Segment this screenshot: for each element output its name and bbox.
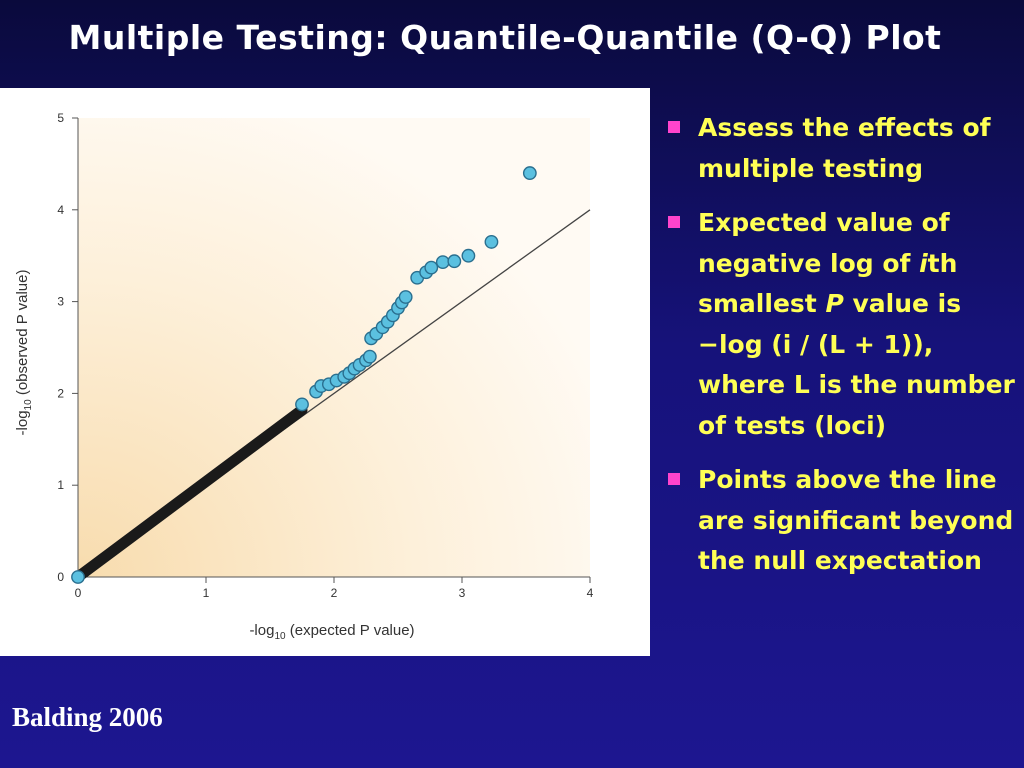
y-tick-label: 0	[57, 570, 64, 584]
y-tick-label: 3	[57, 295, 64, 309]
dense-points-band	[72, 404, 308, 583]
x-axis-label: -log10 (expected P value)	[249, 622, 414, 642]
data-point	[435, 255, 450, 270]
bullet-text: Points above the line are significant be…	[698, 465, 1014, 575]
data-point	[461, 248, 476, 263]
x-tick-label: 3	[459, 586, 466, 600]
citation: Balding 2006	[12, 702, 163, 732]
x-tick-label: 0	[75, 586, 82, 600]
y-axis-label: -log10 (observed P value)	[14, 270, 34, 436]
square-bullet-icon	[668, 473, 680, 485]
y-tick-label: 4	[57, 203, 64, 217]
data-point	[424, 260, 439, 275]
slide-title: Multiple Testing: Quantile-Quantile (Q-Q…	[68, 18, 942, 57]
plot-area	[78, 118, 590, 577]
data-point	[362, 349, 377, 364]
data-point	[295, 397, 309, 412]
data-point	[398, 290, 413, 304]
data-point	[71, 570, 85, 584]
square-bullet-icon	[668, 121, 680, 133]
x-tick-label: 2	[331, 586, 338, 600]
bullet-item: Expected value of negative log of ith sm…	[662, 203, 1018, 446]
y-tick-label: 2	[57, 386, 64, 400]
bullet-text: Expected value of negative log of ith sm…	[698, 208, 1015, 440]
bullet-item: Assess the effects of multiple testing	[662, 108, 1018, 189]
bullet-item: Points above the line are significant be…	[662, 460, 1018, 582]
data-point	[484, 235, 499, 249]
square-bullet-icon	[668, 216, 680, 228]
data-point	[447, 254, 462, 269]
y-tick-label: 5	[57, 111, 64, 125]
x-tick-label: 1	[203, 586, 210, 600]
data-point	[522, 166, 537, 180]
bullet-list: Assess the effects of multiple testing E…	[662, 108, 1018, 596]
x-tick-label: 4	[587, 586, 594, 600]
qq-plot-panel: 0 1 2 3 4 0 1 2 3 4 5 -log10 (expected P value) -l…	[0, 88, 650, 656]
y-tick-label: 1	[57, 478, 64, 492]
qq-plot: 0 1 2 3 4 0 1 2 3 4 5 -log10 (expected P value) -l…	[14, 111, 594, 642]
bullet-text: Assess the effects of multiple testing	[698, 113, 991, 183]
